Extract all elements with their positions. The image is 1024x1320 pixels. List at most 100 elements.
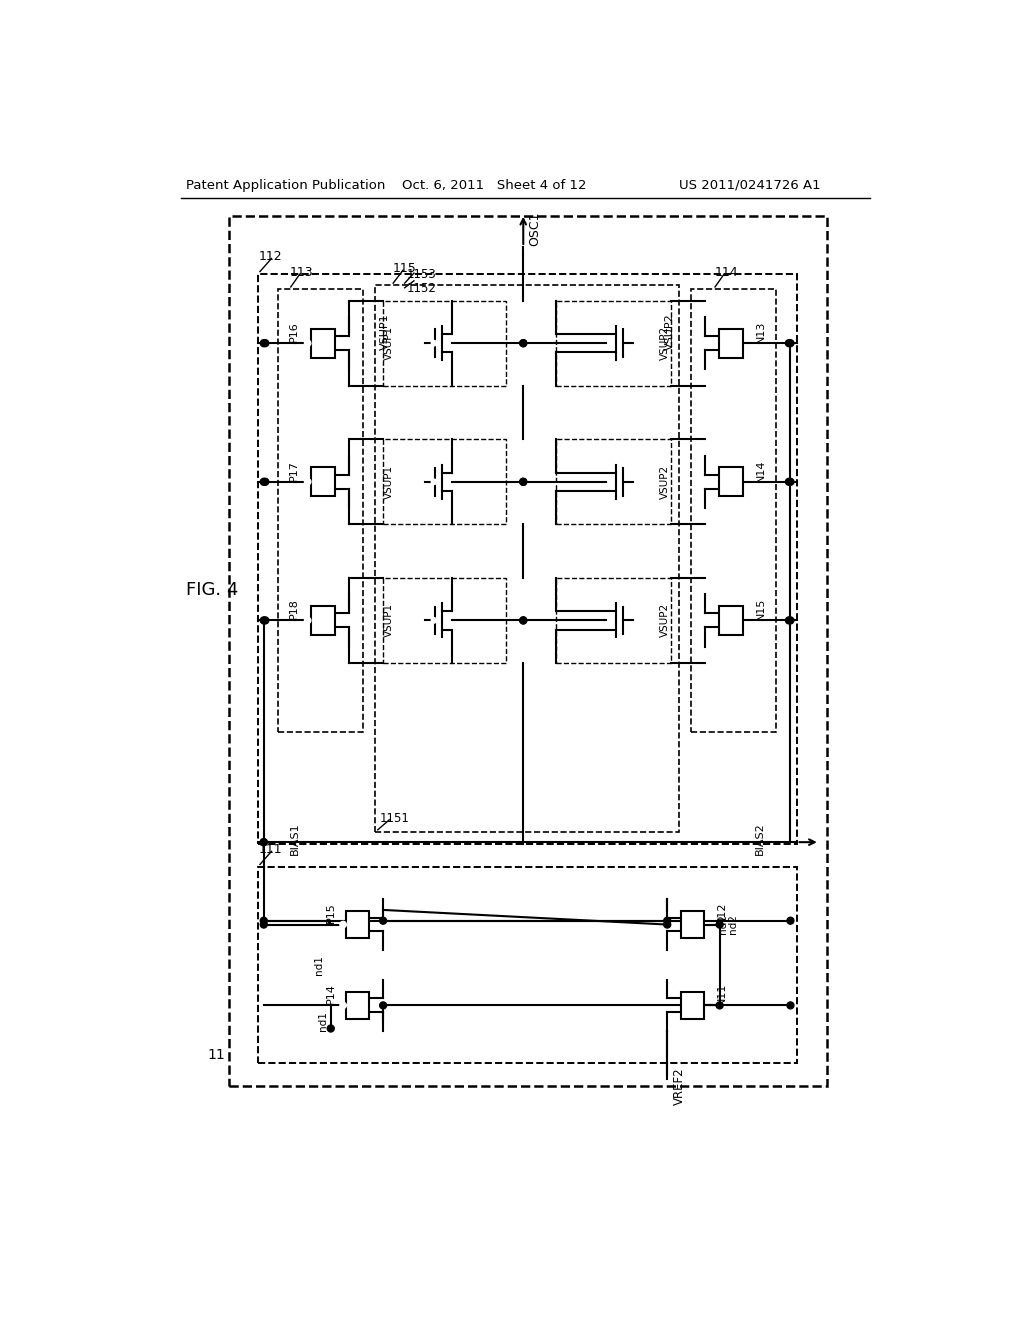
Circle shape bbox=[262, 478, 268, 486]
Text: 1151: 1151 bbox=[379, 812, 410, 825]
Text: nd1: nd1 bbox=[317, 1011, 328, 1031]
Circle shape bbox=[785, 616, 793, 624]
Bar bbox=[229, 216, 826, 1086]
Text: nd2: nd2 bbox=[728, 915, 737, 935]
Circle shape bbox=[262, 339, 268, 347]
Circle shape bbox=[431, 618, 436, 623]
Text: VSUP1: VSUP1 bbox=[384, 465, 394, 499]
Bar bbox=[310, 329, 336, 358]
Bar bbox=[310, 606, 336, 635]
Text: 1152: 1152 bbox=[407, 282, 436, 296]
Text: Oct. 6, 2011   Sheet 4 of 12: Oct. 6, 2011 Sheet 4 of 12 bbox=[401, 178, 586, 191]
Text: N13: N13 bbox=[756, 321, 765, 343]
Text: 1153: 1153 bbox=[407, 268, 436, 281]
Text: P16: P16 bbox=[289, 321, 299, 342]
Text: P14: P14 bbox=[326, 983, 336, 1005]
Bar bbox=[556, 301, 671, 385]
Bar bbox=[719, 606, 743, 635]
Circle shape bbox=[380, 1002, 387, 1008]
Text: 11: 11 bbox=[208, 1048, 225, 1063]
Text: P18: P18 bbox=[289, 598, 299, 619]
Circle shape bbox=[380, 917, 387, 924]
Circle shape bbox=[787, 1002, 794, 1008]
Text: US 2011/0241726 A1: US 2011/0241726 A1 bbox=[679, 178, 820, 191]
Bar bbox=[556, 440, 671, 524]
Text: VSUP2: VSUP2 bbox=[659, 465, 670, 499]
Circle shape bbox=[785, 478, 793, 486]
Circle shape bbox=[520, 478, 526, 486]
Circle shape bbox=[304, 479, 310, 484]
Text: VSUP1: VSUP1 bbox=[384, 603, 394, 638]
Circle shape bbox=[431, 341, 436, 346]
Bar bbox=[376, 285, 679, 832]
Circle shape bbox=[785, 339, 793, 347]
Text: BIAS1: BIAS1 bbox=[290, 822, 300, 854]
Bar bbox=[279, 289, 364, 733]
Circle shape bbox=[260, 616, 267, 624]
Bar bbox=[383, 578, 506, 663]
Circle shape bbox=[260, 478, 267, 486]
Text: VSUP1: VSUP1 bbox=[384, 326, 394, 360]
Text: OSC1: OSC1 bbox=[528, 213, 542, 247]
Text: VSUP2: VSUP2 bbox=[665, 313, 675, 350]
Circle shape bbox=[520, 339, 526, 347]
Text: Patent Application Publication: Patent Application Publication bbox=[186, 178, 385, 191]
Bar bbox=[258, 275, 797, 843]
Text: N12: N12 bbox=[717, 902, 727, 924]
Text: P17: P17 bbox=[289, 459, 299, 480]
Bar bbox=[556, 578, 671, 663]
Bar bbox=[310, 467, 336, 496]
Bar bbox=[346, 991, 370, 1019]
Circle shape bbox=[520, 339, 526, 347]
Circle shape bbox=[260, 838, 267, 846]
Bar bbox=[346, 911, 370, 939]
Circle shape bbox=[787, 616, 794, 624]
Text: VSUP2: VSUP2 bbox=[659, 603, 670, 638]
Circle shape bbox=[520, 616, 526, 624]
Text: P15: P15 bbox=[326, 903, 336, 924]
Text: VSUP2: VSUP2 bbox=[659, 326, 670, 360]
Text: 112: 112 bbox=[259, 251, 283, 264]
Circle shape bbox=[340, 1002, 346, 1008]
Circle shape bbox=[664, 921, 671, 928]
Text: 115: 115 bbox=[392, 261, 416, 275]
Circle shape bbox=[304, 618, 310, 623]
Circle shape bbox=[716, 921, 723, 928]
Circle shape bbox=[520, 616, 526, 624]
Circle shape bbox=[716, 1002, 723, 1008]
Circle shape bbox=[340, 921, 346, 928]
Circle shape bbox=[664, 917, 671, 924]
Circle shape bbox=[260, 917, 267, 924]
Text: FIG. 4: FIG. 4 bbox=[186, 581, 239, 598]
Bar bbox=[681, 911, 705, 939]
Text: VREF2: VREF2 bbox=[673, 1068, 686, 1105]
Text: N15: N15 bbox=[756, 598, 765, 620]
Text: N14: N14 bbox=[756, 459, 765, 482]
Bar bbox=[383, 440, 506, 524]
Bar bbox=[681, 991, 705, 1019]
Text: BIAS2: BIAS2 bbox=[755, 822, 765, 854]
Circle shape bbox=[787, 917, 794, 924]
Text: 113: 113 bbox=[290, 265, 313, 279]
Text: 114: 114 bbox=[714, 265, 738, 279]
Circle shape bbox=[260, 838, 267, 846]
Text: 111: 111 bbox=[259, 843, 283, 857]
Bar bbox=[719, 467, 743, 496]
Bar bbox=[258, 867, 797, 1063]
Circle shape bbox=[304, 341, 310, 346]
Circle shape bbox=[431, 479, 436, 484]
Circle shape bbox=[328, 1026, 334, 1032]
Text: nd1: nd1 bbox=[314, 956, 325, 975]
Text: nd2: nd2 bbox=[719, 915, 728, 935]
Text: N11: N11 bbox=[717, 982, 727, 1005]
Circle shape bbox=[787, 339, 794, 347]
Circle shape bbox=[262, 616, 268, 624]
Circle shape bbox=[260, 921, 267, 928]
Bar bbox=[719, 329, 743, 358]
Bar bbox=[383, 301, 506, 385]
Circle shape bbox=[787, 478, 794, 486]
Circle shape bbox=[520, 478, 526, 486]
Text: VSUP1: VSUP1 bbox=[380, 313, 390, 350]
Circle shape bbox=[260, 339, 267, 347]
Bar bbox=[691, 289, 776, 733]
